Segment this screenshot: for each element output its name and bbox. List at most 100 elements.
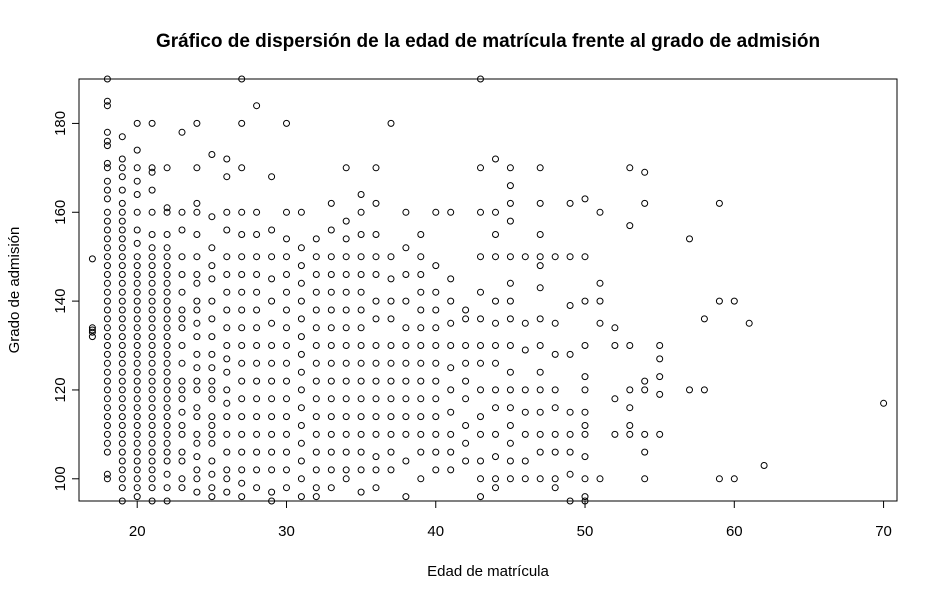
data-point bbox=[163, 164, 171, 172]
data-point bbox=[641, 448, 649, 456]
data-point bbox=[133, 422, 141, 429]
data-point bbox=[118, 395, 126, 403]
data-point bbox=[372, 297, 380, 305]
data-point bbox=[118, 386, 126, 394]
data-point bbox=[342, 342, 350, 349]
data-point bbox=[641, 199, 649, 207]
data-point bbox=[656, 373, 664, 381]
data-point bbox=[163, 359, 171, 367]
data-point bbox=[283, 430, 290, 438]
data-point bbox=[163, 497, 171, 505]
data-point bbox=[103, 413, 111, 421]
data-point bbox=[148, 430, 156, 438]
data-point bbox=[238, 208, 246, 216]
data-point bbox=[148, 404, 156, 412]
data-point bbox=[133, 475, 141, 483]
data-point bbox=[103, 306, 111, 314]
data-point bbox=[148, 119, 156, 127]
data-point bbox=[238, 479, 246, 487]
data-point bbox=[327, 288, 335, 296]
data-point bbox=[268, 226, 276, 234]
data-point bbox=[253, 430, 261, 438]
data-point bbox=[477, 342, 484, 349]
data-point bbox=[342, 235, 350, 243]
data-point bbox=[103, 186, 111, 194]
data-point bbox=[103, 271, 111, 278]
data-point bbox=[447, 448, 455, 456]
data-point bbox=[477, 315, 484, 323]
data-point bbox=[178, 271, 186, 278]
data-point bbox=[462, 422, 470, 429]
data-point bbox=[163, 297, 171, 305]
data-point bbox=[268, 342, 276, 349]
data-point bbox=[193, 253, 201, 261]
data-point bbox=[148, 377, 156, 385]
data-point bbox=[581, 430, 589, 438]
data-point bbox=[327, 466, 335, 474]
data-point bbox=[148, 342, 156, 349]
data-point bbox=[193, 199, 201, 207]
data-point bbox=[372, 315, 380, 323]
data-point bbox=[208, 350, 216, 358]
data-point bbox=[342, 413, 350, 421]
data-point bbox=[208, 377, 216, 385]
data-point bbox=[103, 177, 111, 185]
data-point bbox=[223, 430, 231, 438]
y-tick-label: 180 bbox=[52, 111, 69, 136]
data-point bbox=[760, 462, 768, 469]
data-point bbox=[402, 324, 410, 332]
data-point bbox=[268, 488, 276, 496]
data-point bbox=[357, 271, 365, 278]
data-point bbox=[492, 231, 499, 238]
data-points bbox=[88, 75, 888, 505]
data-point bbox=[506, 217, 514, 225]
data-point bbox=[581, 373, 589, 381]
data-point bbox=[447, 297, 455, 305]
data-point bbox=[566, 253, 574, 261]
data-point bbox=[551, 386, 559, 394]
data-point bbox=[312, 484, 320, 492]
y-tick-label: 100 bbox=[52, 466, 69, 491]
data-point bbox=[163, 262, 171, 270]
data-point bbox=[477, 208, 484, 216]
data-point bbox=[223, 324, 231, 332]
x-tick-label: 60 bbox=[726, 523, 743, 540]
data-point bbox=[715, 199, 723, 207]
data-point bbox=[178, 359, 186, 367]
data-point bbox=[118, 404, 126, 412]
data-point bbox=[581, 408, 589, 416]
data-point bbox=[133, 484, 141, 492]
data-point bbox=[551, 350, 559, 358]
data-point bbox=[103, 208, 111, 216]
data-point bbox=[268, 377, 276, 385]
data-point bbox=[238, 413, 246, 421]
data-point bbox=[223, 306, 231, 314]
data-point bbox=[193, 208, 201, 216]
data-point bbox=[715, 475, 723, 483]
data-point bbox=[536, 430, 544, 438]
data-point bbox=[372, 413, 380, 421]
data-point bbox=[118, 359, 126, 367]
y-tick-label: 120 bbox=[52, 377, 69, 402]
data-point bbox=[372, 395, 380, 403]
data-point bbox=[626, 422, 634, 429]
data-point bbox=[297, 475, 305, 483]
data-point bbox=[686, 235, 693, 243]
data-point bbox=[312, 395, 320, 403]
data-point bbox=[133, 253, 141, 261]
data-point bbox=[118, 368, 126, 376]
data-point bbox=[133, 342, 141, 349]
data-point bbox=[208, 315, 216, 323]
data-point bbox=[566, 199, 574, 207]
data-point bbox=[611, 342, 619, 349]
data-point bbox=[312, 493, 320, 501]
data-point bbox=[103, 315, 111, 323]
data-point bbox=[103, 430, 111, 438]
data-point bbox=[163, 377, 171, 385]
data-point bbox=[133, 226, 141, 234]
data-point bbox=[118, 271, 126, 278]
data-point bbox=[148, 422, 156, 429]
data-point bbox=[536, 408, 544, 416]
data-point bbox=[387, 342, 395, 349]
data-point bbox=[342, 324, 350, 332]
